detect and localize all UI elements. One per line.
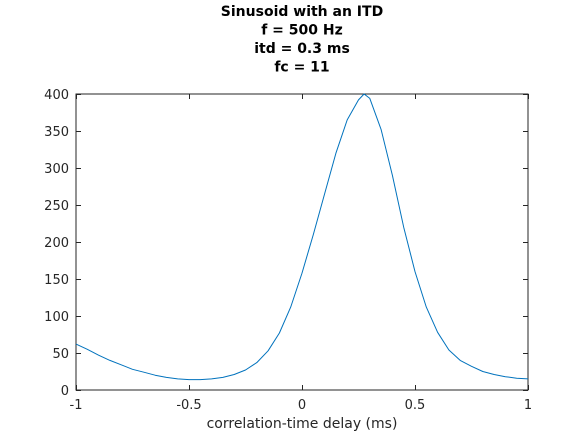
- x-tick-label: 0: [298, 398, 306, 413]
- x-tick-label: 0.5: [405, 398, 426, 413]
- x-tick-label: -1: [70, 398, 83, 413]
- x-axis-label: correlation-time delay (ms): [207, 416, 398, 432]
- x-tick-label: -0.5: [176, 398, 201, 413]
- y-tick-label: 100: [44, 310, 69, 325]
- series-line: [75, 93, 529, 381]
- y-axis-ticks: 0 50 100 150 200 250 300 350 400: [44, 88, 528, 399]
- y-tick-label: 0: [61, 384, 69, 399]
- plot-axes: [75, 93, 529, 391]
- title-line: Sinusoid with an ITD: [221, 4, 383, 20]
- y-tick-label: 400: [44, 88, 69, 103]
- series-group: [75, 93, 529, 381]
- title-line: fc = 11: [274, 60, 329, 76]
- y-tick-label: 50: [52, 347, 69, 362]
- axes-box: [75, 93, 529, 391]
- y-tick-label: 300: [44, 162, 69, 177]
- x-axis-ticks: -1 -0.5 0 0.5 1: [70, 94, 532, 413]
- x-tick-label: 1: [524, 398, 532, 413]
- chart-title: Sinusoid with an ITD f = 500 Hz itd = 0.3 …: [221, 4, 383, 76]
- title-line: itd = 0.3 ms: [254, 41, 350, 57]
- y-tick-label: 150: [44, 273, 69, 288]
- y-tick-label: 200: [44, 236, 69, 251]
- y-tick-label: 250: [44, 199, 69, 214]
- y-tick-label: 350: [44, 125, 69, 140]
- title-line: f = 500 Hz: [261, 23, 343, 39]
